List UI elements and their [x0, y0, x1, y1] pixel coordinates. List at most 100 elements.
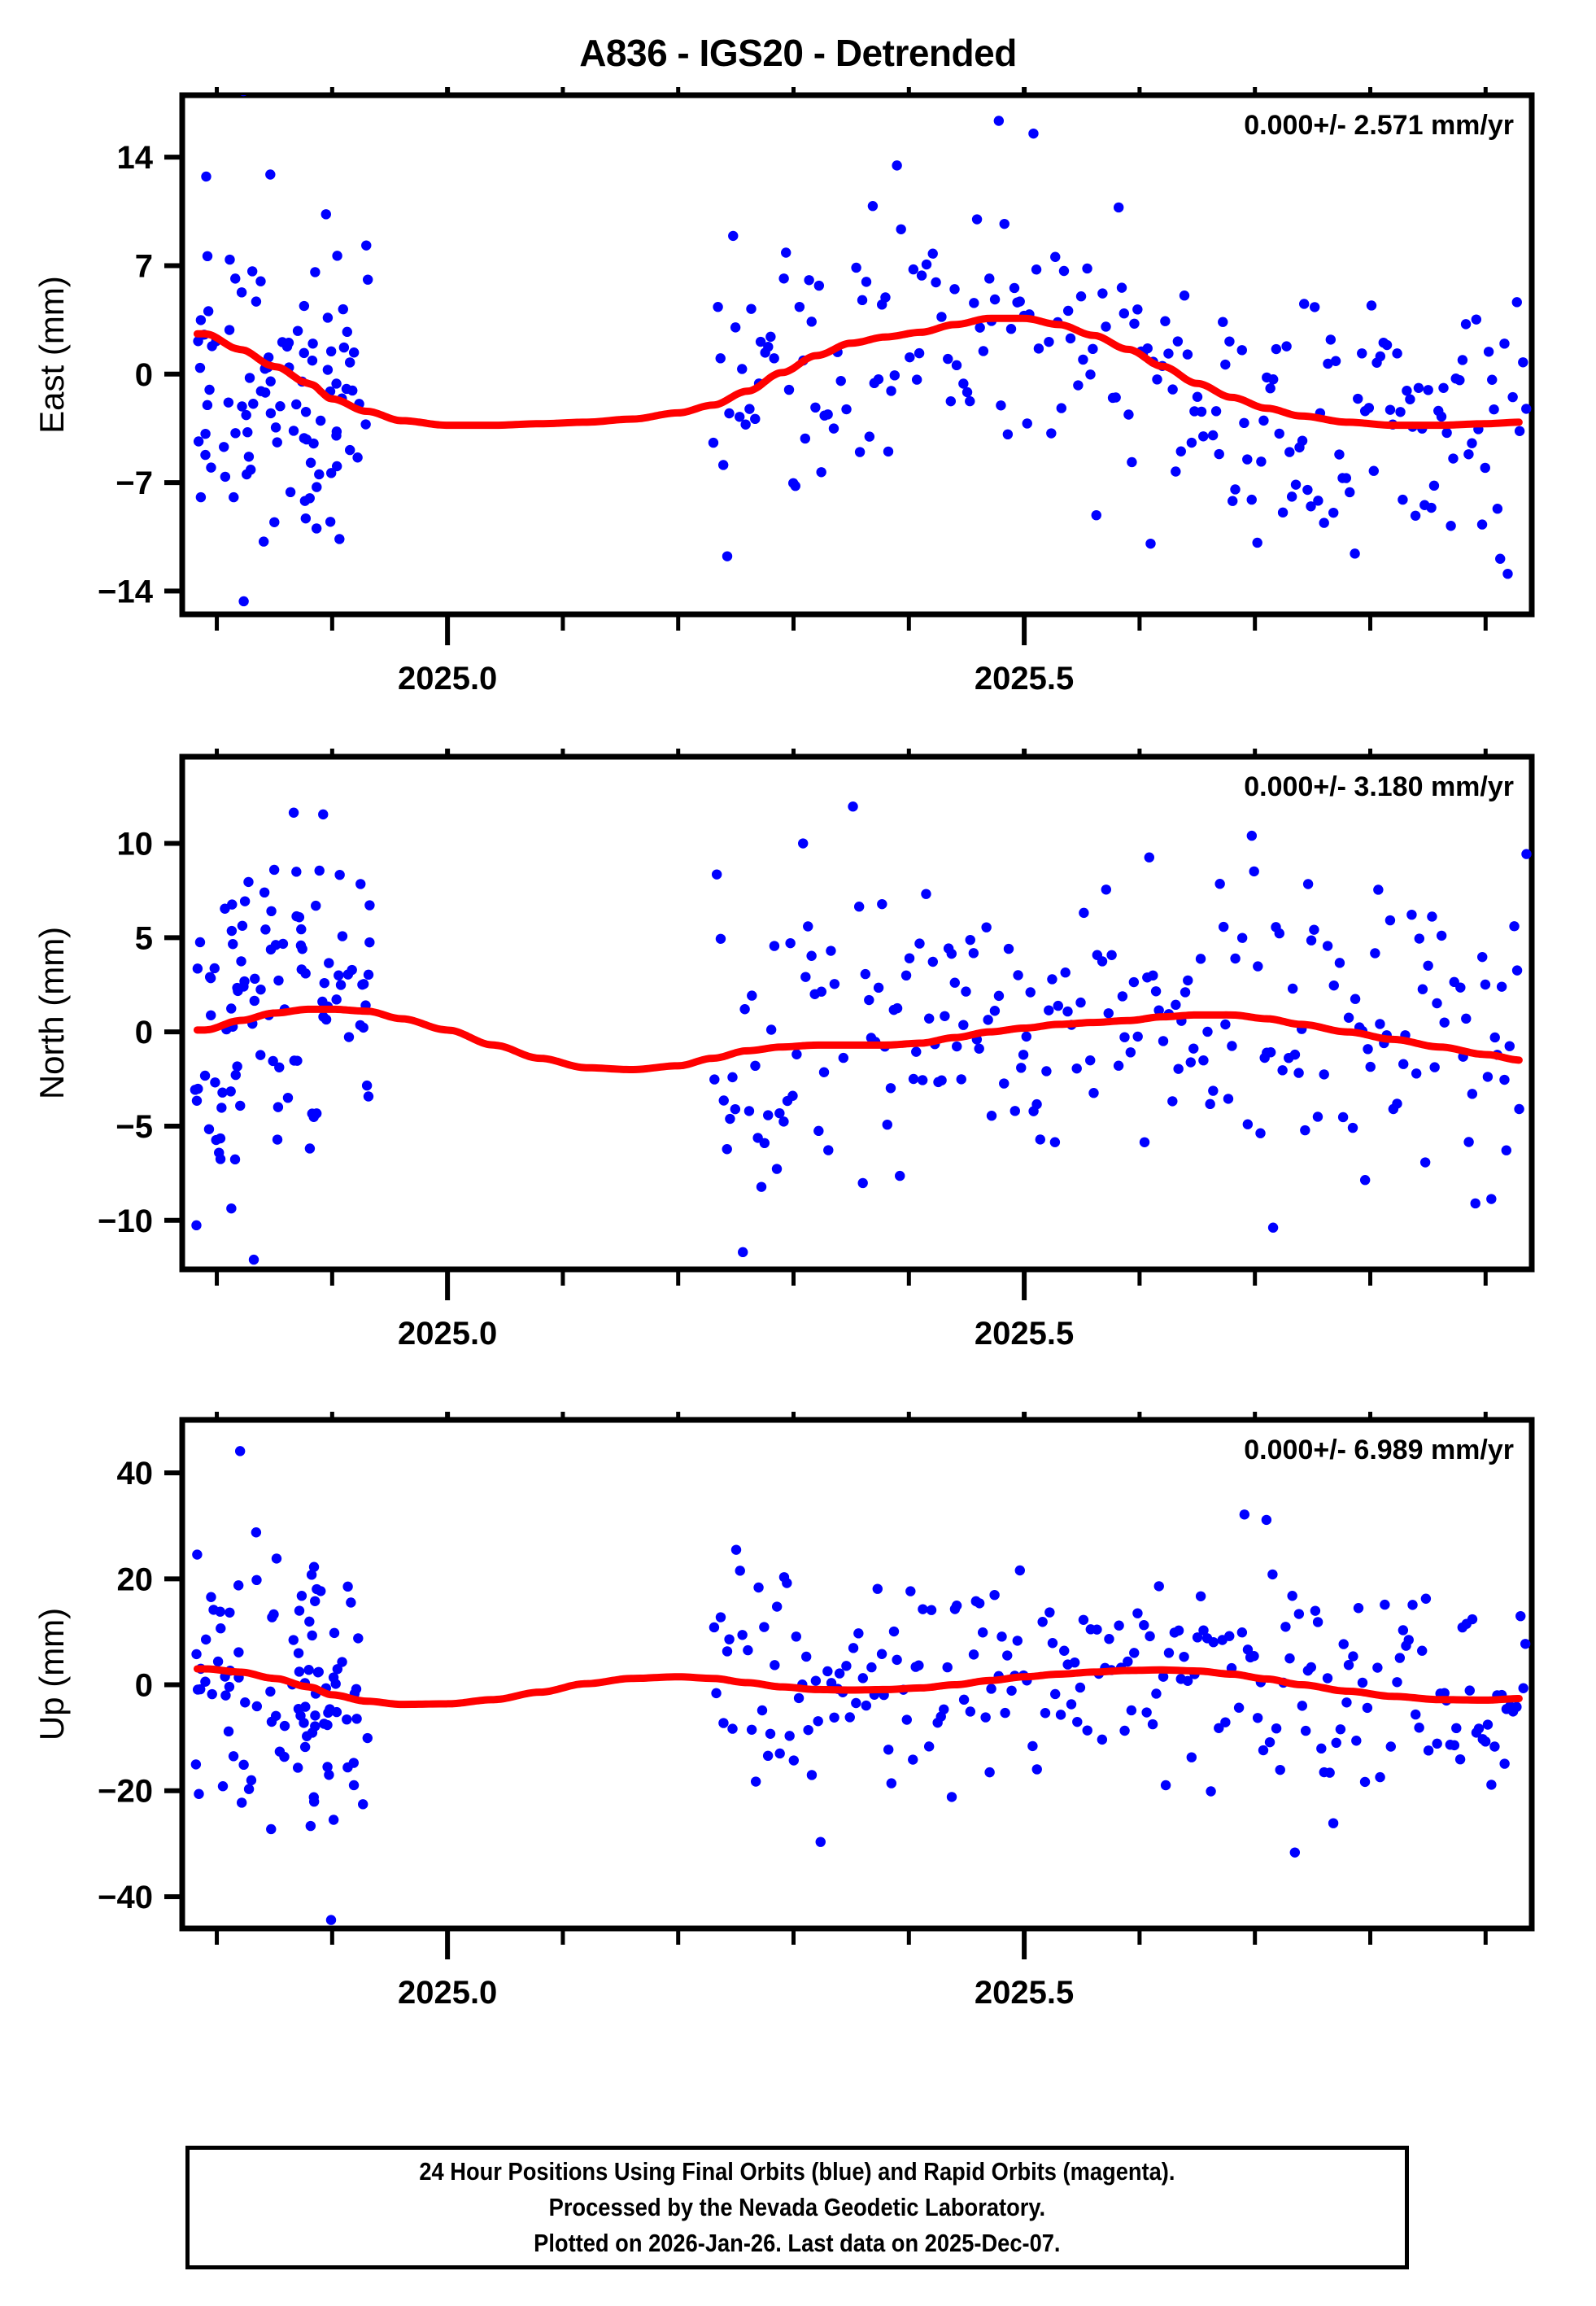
- data-point: [1088, 1088, 1099, 1098]
- data-point: [195, 315, 207, 325]
- data-point: [1195, 954, 1206, 964]
- data-point: [364, 937, 375, 948]
- data-point: [735, 1566, 745, 1576]
- data-point: [1220, 1717, 1231, 1727]
- data-point: [293, 1703, 304, 1714]
- data-point: [965, 1706, 976, 1717]
- data-point: [273, 975, 284, 986]
- data-point: [255, 1050, 266, 1060]
- data-point: [346, 1597, 356, 1608]
- data-point: [986, 1111, 997, 1121]
- data-point: [892, 1654, 902, 1666]
- data-point: [1246, 830, 1258, 841]
- data-point: [1297, 1701, 1308, 1711]
- data-point: [216, 1623, 226, 1634]
- data-point: [1343, 1012, 1354, 1023]
- data-point: [800, 1651, 812, 1662]
- data-point: [1286, 491, 1297, 502]
- data-point: [854, 447, 866, 457]
- data-point: [746, 304, 757, 314]
- data-point: [1127, 456, 1137, 468]
- data-point: [744, 404, 755, 414]
- data-point: [1432, 998, 1442, 1009]
- data-point: [1172, 336, 1184, 347]
- y-tick-label: −5: [116, 1109, 153, 1145]
- data-point: [1381, 339, 1393, 351]
- data-point: [757, 1705, 768, 1716]
- data-point: [1009, 1106, 1020, 1116]
- data-point: [1013, 970, 1023, 980]
- data-point: [1511, 297, 1522, 308]
- data-point: [1463, 449, 1474, 460]
- data-point: [292, 325, 303, 336]
- data-point: [1441, 427, 1452, 439]
- data-point: [194, 1788, 204, 1799]
- data-point: [841, 1661, 852, 1671]
- data-point: [299, 347, 309, 359]
- data-point: [1148, 970, 1158, 981]
- data-point: [1322, 941, 1333, 951]
- panel-north: 10 5 0 −5 −10 2025.0 2025.5 North (mm) 0.000+/- …: [33, 749, 1535, 1352]
- data-point: [268, 864, 280, 876]
- data-point: [739, 1004, 750, 1015]
- caption-box: 24 Hour Positions Using Final Orbits (bl…: [185, 2146, 1409, 2269]
- data-point: [1362, 1702, 1373, 1714]
- data-point: [329, 1627, 340, 1639]
- data-point: [860, 968, 871, 980]
- data-point: [983, 1015, 993, 1025]
- data-point: [191, 1649, 202, 1660]
- data-point: [1062, 1006, 1073, 1017]
- data-point: [848, 1643, 859, 1653]
- data-point: [1028, 128, 1039, 139]
- data-point: [829, 1712, 839, 1723]
- data-point: [1284, 447, 1295, 457]
- data-point: [285, 487, 296, 498]
- data-point: [1265, 383, 1275, 394]
- data-point: [1242, 1644, 1254, 1655]
- scatter-points: [190, 801, 1532, 1265]
- data-point: [330, 1679, 341, 1689]
- data-point: [1065, 333, 1076, 344]
- data-point: [357, 979, 368, 990]
- data-point: [1395, 407, 1406, 417]
- page-title: A836 - IGS20 - Detrended: [579, 32, 1017, 74]
- data-point: [1310, 1605, 1321, 1616]
- data-point: [1489, 1032, 1500, 1043]
- data-point: [1145, 538, 1156, 549]
- data-point: [876, 1649, 887, 1659]
- data-point: [765, 331, 776, 343]
- data-point: [931, 277, 941, 288]
- data-point: [306, 1570, 317, 1580]
- data-point: [246, 266, 258, 277]
- data-point: [316, 1586, 326, 1596]
- data-point: [1312, 1112, 1323, 1122]
- data-point: [1106, 950, 1117, 960]
- data-point: [728, 230, 739, 242]
- data-point: [727, 1072, 738, 1083]
- data-point: [1419, 1157, 1431, 1168]
- data-point: [1467, 1614, 1478, 1625]
- data-point: [1287, 983, 1298, 994]
- data-point: [1268, 374, 1279, 385]
- data-point: [304, 493, 315, 504]
- data-point: [1040, 1708, 1051, 1719]
- data-point: [1504, 1041, 1515, 1051]
- data-point: [210, 1077, 220, 1088]
- data-point: [1230, 484, 1241, 495]
- data-point: [1274, 428, 1284, 439]
- data-point: [1097, 1734, 1108, 1745]
- data-point: [826, 1678, 837, 1688]
- data-point: [951, 1601, 962, 1611]
- y-tick-label: 7: [135, 248, 153, 284]
- data-point: [291, 911, 302, 922]
- data-point: [914, 938, 925, 949]
- data-point: [361, 240, 372, 251]
- data-point: [361, 1080, 373, 1091]
- data-point: [1467, 1089, 1478, 1099]
- data-point: [1366, 300, 1377, 311]
- data-point: [1002, 1650, 1013, 1661]
- data-point: [892, 160, 902, 171]
- data-point: [984, 273, 995, 284]
- data-point: [322, 365, 334, 375]
- data-point: [279, 1751, 290, 1762]
